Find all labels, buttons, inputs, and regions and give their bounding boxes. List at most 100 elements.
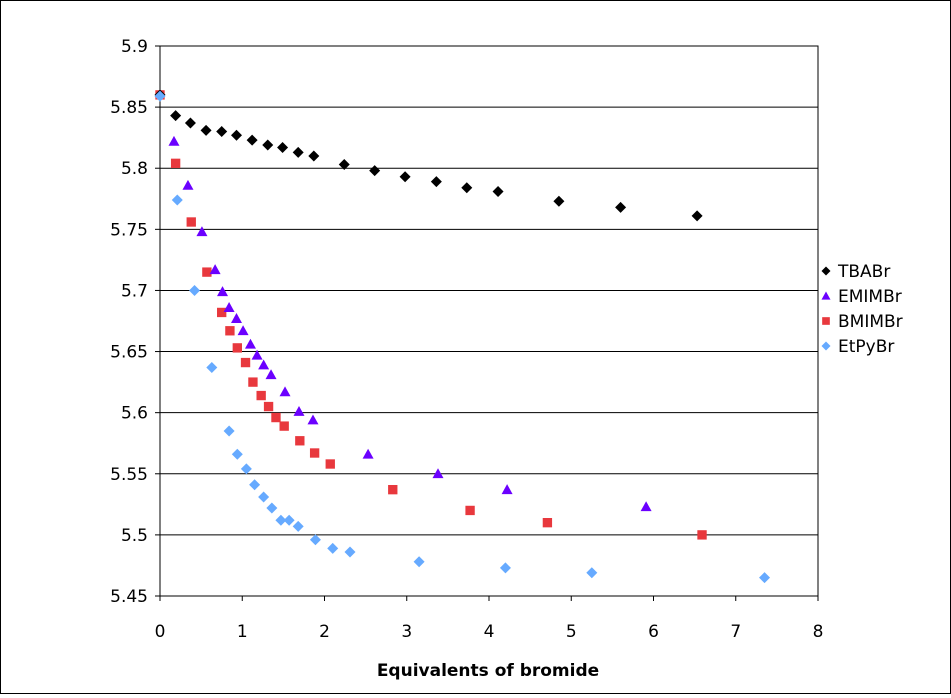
data-point	[154, 90, 166, 102]
data-point	[256, 390, 266, 401]
data-point	[615, 201, 627, 213]
data-point	[232, 343, 242, 353]
y-tick-label: 5.55	[110, 465, 148, 485]
x-tick-label: 6	[648, 622, 659, 642]
series-bmimbr	[155, 90, 707, 540]
data-point	[697, 530, 707, 540]
data-point	[432, 468, 444, 479]
data-point	[223, 302, 235, 312]
legend-label: EtPyBr	[838, 337, 894, 357]
data-point	[223, 425, 235, 437]
data-point	[388, 484, 398, 495]
data-point	[170, 158, 181, 169]
data-point	[338, 159, 350, 171]
data-point	[246, 134, 258, 146]
data-point	[492, 185, 504, 197]
x-tick-label: 3	[401, 622, 412, 642]
data-point	[542, 517, 553, 528]
data-point	[640, 501, 652, 512]
y-tick-label: 5.85	[110, 98, 148, 118]
data-point	[240, 357, 251, 368]
data-point	[325, 459, 335, 469]
x-tick-label: 8	[813, 622, 824, 642]
y-tick-label: 5.7	[121, 281, 148, 301]
data-point	[399, 171, 411, 183]
data-point	[182, 179, 194, 190]
legend-label: EMIMBr	[838, 287, 902, 307]
data-point	[292, 520, 304, 532]
data-point	[244, 338, 256, 349]
data-point	[189, 284, 201, 296]
data-point	[586, 567, 598, 579]
data-point	[184, 117, 196, 129]
data-point	[553, 195, 565, 207]
data-point	[309, 534, 321, 546]
data-point	[759, 572, 771, 584]
legend-label: TBABr	[837, 262, 890, 282]
legend-item: TBABr	[821, 262, 890, 282]
x-tick-label: 4	[484, 622, 495, 642]
data-point	[499, 562, 511, 574]
data-point	[206, 361, 218, 373]
data-point	[168, 135, 180, 146]
data-point	[413, 556, 425, 568]
series-emimbr	[168, 135, 652, 512]
data-point	[200, 124, 212, 136]
data-point	[249, 479, 261, 491]
data-point	[327, 542, 339, 554]
y-tick-label: 5.9	[121, 37, 148, 57]
data-point	[248, 377, 258, 387]
data-point	[170, 110, 182, 122]
series-tbabr	[154, 89, 703, 222]
data-point	[237, 325, 249, 336]
data-point	[293, 405, 305, 416]
x-axis-title: Equivalents of bromide	[377, 661, 599, 681]
data-point	[308, 150, 320, 162]
data-point	[230, 313, 242, 323]
legend-item: BMIMBr	[822, 312, 903, 332]
y-tick-labels: 5.45 5.5 5.55 5.6 5.65 5.7 5.75 5.8 5.85 5.9	[110, 37, 160, 607]
data-point	[263, 401, 274, 412]
data-point	[186, 217, 196, 227]
data-point	[275, 514, 287, 526]
data-point	[225, 326, 235, 336]
data-point	[265, 369, 277, 380]
data-point	[292, 146, 304, 158]
data-point	[202, 267, 212, 277]
data-point	[251, 349, 263, 360]
legend-label: BMIMBr	[838, 312, 903, 332]
data-point	[295, 436, 305, 446]
data-point	[277, 141, 289, 153]
y-tick-label: 5.5	[121, 526, 148, 546]
data-point	[240, 463, 252, 475]
data-point	[262, 139, 274, 151]
data-point	[258, 491, 270, 503]
data-point	[307, 414, 319, 425]
data-point	[465, 505, 475, 516]
data-point	[231, 448, 243, 460]
data-point	[217, 307, 227, 318]
data-point	[283, 514, 295, 526]
data-point	[217, 286, 229, 297]
y-tick-label: 5.6	[121, 404, 148, 424]
data-point	[430, 176, 442, 188]
data-point	[501, 484, 513, 495]
data-point	[461, 182, 473, 194]
legend-item: EMIMBr	[821, 287, 902, 307]
y-tick-label: 5.45	[110, 587, 148, 607]
data-point	[209, 264, 221, 275]
data-point	[279, 386, 291, 397]
data-point	[266, 502, 278, 514]
data-point	[171, 194, 183, 206]
data-points	[154, 89, 771, 584]
data-point	[271, 412, 281, 423]
legend-item: EtPyBr	[821, 337, 894, 357]
series-etpybr	[154, 90, 771, 584]
y-tick-label: 5.75	[110, 220, 148, 240]
legend-marker	[822, 317, 830, 325]
data-point	[309, 448, 320, 458]
data-point	[369, 165, 381, 177]
